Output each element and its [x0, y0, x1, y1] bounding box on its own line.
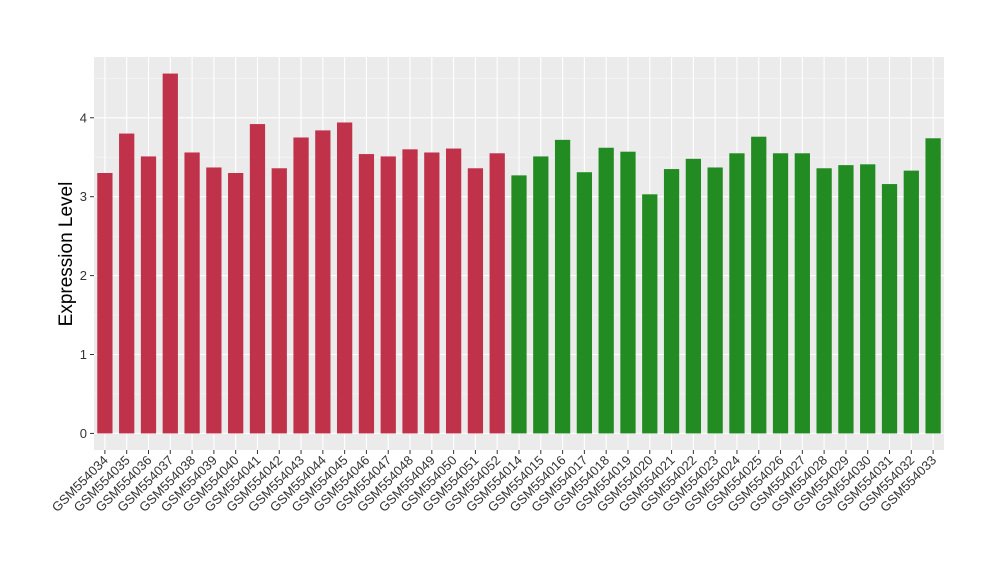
bar-GSM554048 [402, 149, 418, 434]
bar-GSM554051 [467, 168, 484, 434]
bar-GSM554044 [315, 130, 331, 434]
bar-GSM554035 [119, 133, 135, 434]
bar-GSM554026 [772, 153, 789, 434]
y-tick-label: 2 [80, 268, 87, 283]
y-tick-label: 1 [80, 347, 87, 362]
bar-GSM554036 [140, 156, 157, 434]
bar-GSM554049 [424, 152, 440, 434]
bar-GSM554025 [751, 136, 767, 434]
y-axis-title: Expression Level [56, 182, 77, 327]
bar-GSM554017 [576, 172, 593, 434]
y-axis: 0 1 2 3 4 [80, 110, 94, 441]
bar-GSM554046 [358, 154, 375, 434]
bar-GSM554028 [816, 168, 832, 434]
bar-GSM554043 [293, 137, 309, 434]
bar-GSM554052 [489, 153, 505, 434]
bar-GSM554027 [794, 153, 810, 434]
bar-GSM554047 [380, 156, 396, 434]
bar-GSM554041 [249, 124, 266, 434]
bar-GSM554030 [860, 164, 876, 434]
bar-GSM554018 [598, 147, 614, 434]
bar-GSM554040 [228, 173, 244, 434]
bar-GSM554045 [337, 122, 353, 434]
bar-GSM554029 [838, 165, 854, 434]
bar-GSM554042 [271, 168, 287, 434]
bar-GSM554019 [620, 151, 636, 434]
bar-GSM554014 [511, 175, 527, 434]
bar-GSM554023 [707, 167, 723, 434]
bar-GSM554031 [881, 184, 898, 434]
bar-GSM554037 [162, 73, 178, 434]
y-tick-label: 3 [80, 189, 87, 204]
bar-GSM554016 [554, 139, 571, 434]
bar-GSM554024 [729, 153, 745, 434]
bars [97, 73, 941, 434]
x-axis: GSM554034GSM554035GSM554036GSM554037GSM5… [49, 450, 939, 515]
bar-GSM554032 [903, 170, 919, 434]
bar-GSM554034 [97, 173, 113, 434]
bar-GSM554050 [445, 148, 462, 434]
y-tick-label: 0 [80, 426, 87, 441]
bar-GSM554020 [642, 194, 658, 434]
bar-GSM554021 [663, 169, 680, 434]
bar-GSM554015 [533, 156, 549, 434]
y-tick-label: 4 [80, 110, 87, 125]
bar-GSM554039 [206, 167, 222, 434]
bar-GSM554033 [925, 138, 941, 434]
bar-GSM554038 [184, 152, 200, 434]
bar-GSM554022 [685, 158, 701, 434]
